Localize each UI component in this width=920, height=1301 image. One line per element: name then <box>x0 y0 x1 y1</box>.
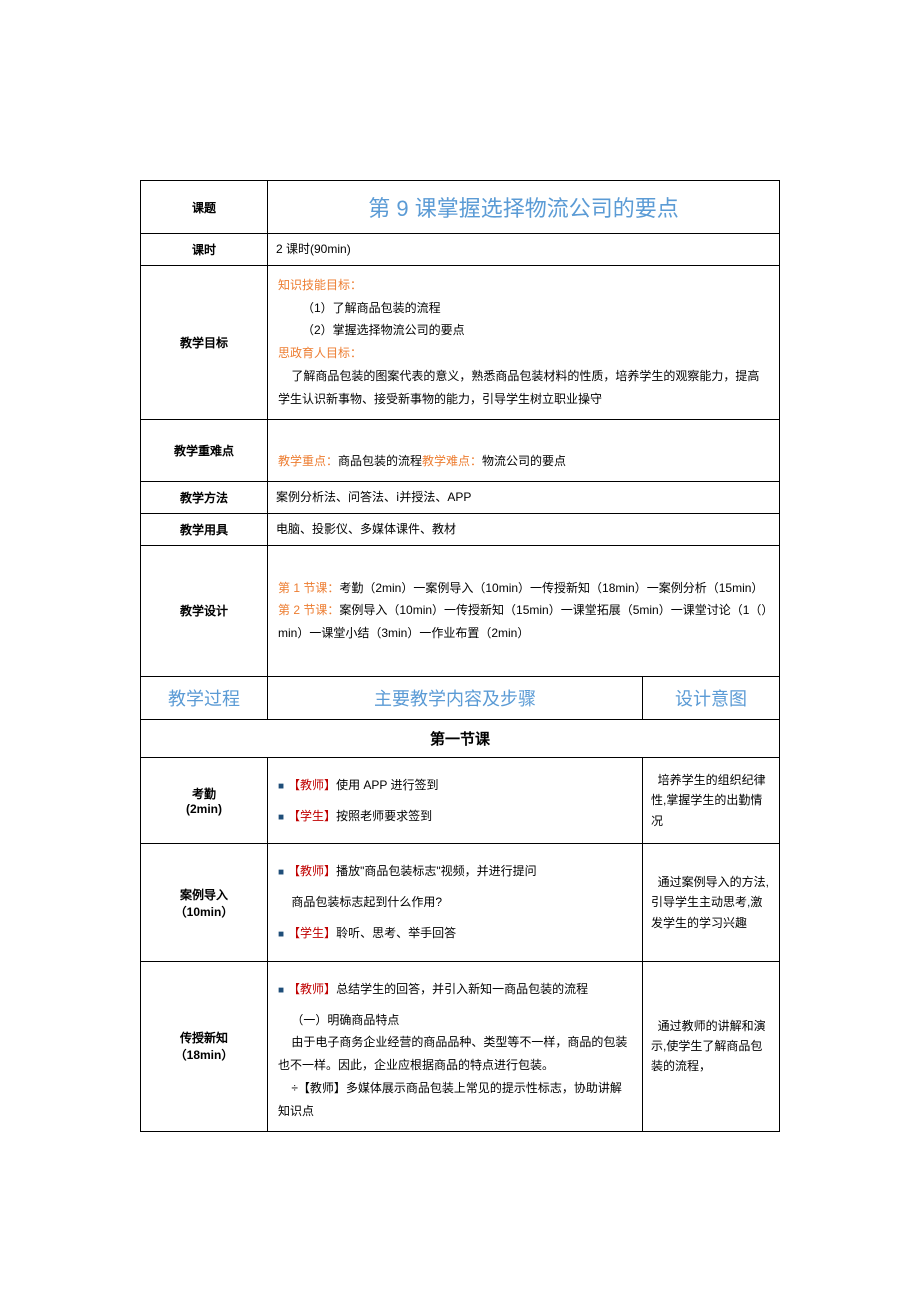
row-title: 课题 第 9 课掌握选择物流公司的要点 <box>141 181 780 234</box>
step2-label-b: （10min） <box>175 905 234 919</box>
label-keypoints: 教学重难点 <box>141 419 268 482</box>
label-duration: 课时 <box>141 234 268 266</box>
step3-label-a: 传授新知 <box>180 1031 228 1045</box>
step1-design: 培养学生的组织纪律性,掌握学生的出勤情况 <box>643 757 780 844</box>
label-design: 教学设计 <box>141 545 268 676</box>
step1-label-b: (2min) <box>186 802 222 816</box>
bullet-icon: ■ <box>278 925 284 944</box>
design-content: 第 1 节课：考勤（2min）一案例导入（10min）一传授新知（18min）一… <box>268 545 780 676</box>
objectives-p3: 了解商品包装的图案代表的意义，熟悉商品包装材料的性质，培养学生的观察能力，提高学… <box>278 369 759 406</box>
row-design: 教学设计 第 1 节课：考勤（2min）一案例导入（10min）一传授新知（18… <box>141 545 780 676</box>
step3-design-text: 通过教师的讲解和演示,使学生了解商品包装的流程， <box>651 1019 766 1074</box>
step1-label-a: 考勤 <box>192 787 216 801</box>
step1-student-text: 按照老师要求签到 <box>336 809 432 823</box>
design-l2a: 第 2 节课： <box>278 603 339 617</box>
step1-teacher-text: 使用 APP 进行签到 <box>336 778 438 792</box>
kp-p2: 物流公司的要点 <box>482 454 566 468</box>
row-step1: 考勤 (2min) ■ 【教师】使用 APP 进行签到 ■ 【学生】按照老师要求签到… <box>141 757 780 844</box>
step1-design-text: 培养学生的组织纪律性,掌握学生的出勤情况 <box>651 773 766 828</box>
step3-teacher2-text: ÷【教师】多媒体展示商品包装上常见的提示性标志，协助讲解知识点 <box>278 1081 622 1118</box>
step2-content: ■ 【教师】播放"商品包装标志"视频，并进行提问 商品包装标志起到什么作用? ■ 【… <box>268 844 643 961</box>
label-tools: 教学用具 <box>141 513 268 545</box>
bullet-icon: ■ <box>278 863 284 882</box>
duration-value: 2 课时(90min) <box>268 234 780 266</box>
step2-student-text: 聆听、思考、举手回答 <box>336 926 456 940</box>
kp-p1: 商品包装的流程 <box>338 454 422 468</box>
step2-teacher-label: 【教师】 <box>288 864 336 878</box>
step2-teacher-text: 播放"商品包装标志"视频，并进行提问 <box>336 864 537 878</box>
sect-c2: 主要教学内容及步骤 <box>268 676 643 719</box>
label-topic: 课题 <box>141 181 268 234</box>
row-lesson1-header: 第一节课 <box>141 719 780 757</box>
objectives-h2: 思政育人目标： <box>278 346 362 360</box>
row-methods: 教学方法 案例分析法、问答法、ⅰ并授法、APP <box>141 482 780 514</box>
design-l2b: 案例导入（10min）一传授新知（15min）一课堂拓展（5min）一课堂讨论（… <box>278 603 767 640</box>
objectives-h1: 知识技能目标： <box>278 278 362 292</box>
row-objectives: 教学目标 知识技能目标： （1）了解商品包装的流程 （2）掌握选择物流公司的要点… <box>141 265 780 419</box>
lesson-plan-table: 课题 第 9 课掌握选择物流公司的要点 课时 2 课时(90min) 教学目标 … <box>140 180 780 1132</box>
step2-student-label: 【学生】 <box>288 926 336 940</box>
sect-c1: 教学过程 <box>141 676 268 719</box>
design-l1b: 考勤（2min）一案例导入（10min）一传授新知（18min）一案例分析（15… <box>339 581 763 595</box>
objectives-content: 知识技能目标： （1）了解商品包装的流程 （2）掌握选择物流公司的要点 思政育人… <box>268 265 780 419</box>
step2-question: 商品包装标志起到什么作用? <box>291 895 442 909</box>
step1-student-label: 【学生】 <box>288 809 336 823</box>
step1-teacher-label: 【教师】 <box>288 778 336 792</box>
step3-label: 传授新知 （18min） <box>141 961 268 1131</box>
label-objectives: 教学目标 <box>141 265 268 419</box>
row-section-header: 教学过程 主要教学内容及步骤 设计意图 <box>141 676 780 719</box>
kp-h1: 教学重点： <box>278 454 338 468</box>
keypoints-content: 教学重点：商品包装的流程教学难点：物流公司的要点 <box>268 419 780 482</box>
step1-label: 考勤 (2min) <box>141 757 268 844</box>
step3-content: ■ 【教师】总结学生的回答，并引入新知一商品包装的流程 （一）明确商品特点 由于电… <box>268 961 643 1131</box>
lesson-title: 第 9 课掌握选择物流公司的要点 <box>268 181 780 234</box>
row-step3: 传授新知 （18min） ■ 【教师】总结学生的回答，并引入新知一商品包装的流程 … <box>141 961 780 1131</box>
bullet-icon: ■ <box>278 808 284 827</box>
label-methods: 教学方法 <box>141 482 268 514</box>
lesson1-title: 第一节课 <box>141 719 780 757</box>
row-step2: 案例导入 （10min） ■ 【教师】播放"商品包装标志"视频，并进行提问 商品包… <box>141 844 780 961</box>
step2-label-a: 案例导入 <box>180 888 228 902</box>
row-duration: 课时 2 课时(90min) <box>141 234 780 266</box>
objectives-p2: （2）掌握选择物流公司的要点 <box>278 319 465 342</box>
lesson-plan-document: 课题 第 9 课掌握选择物流公司的要点 课时 2 课时(90min) 教学目标 … <box>0 0 920 1132</box>
step2-design-text: 通过案例导入的方法,引导学生主动思考,激发学生的学习兴趣 <box>651 875 769 930</box>
step3-design: 通过教师的讲解和演示,使学生了解商品包装的流程， <box>643 961 780 1131</box>
kp-h2: 教学难点： <box>422 454 482 468</box>
step2-label: 案例导入 （10min） <box>141 844 268 961</box>
step3-teacher-text: 总结学生的回答，并引入新知一商品包装的流程 <box>336 982 588 996</box>
design-l1a: 第 1 节课： <box>278 581 339 595</box>
step1-content: ■ 【教师】使用 APP 进行签到 ■ 【学生】按照老师要求签到 <box>268 757 643 844</box>
bullet-icon: ■ <box>278 981 284 1000</box>
sect-c3: 设计意图 <box>643 676 780 719</box>
objectives-p1: （1）了解商品包装的流程 <box>278 297 441 320</box>
bullet-icon: ■ <box>278 777 284 796</box>
step3-teacher-label: 【教师】 <box>288 982 336 996</box>
methods-value: 案例分析法、问答法、ⅰ并授法、APP <box>268 482 780 514</box>
step3-label-b: （18min） <box>175 1048 234 1062</box>
row-keypoints: 教学重难点 教学重点：商品包装的流程教学难点：物流公司的要点 <box>141 419 780 482</box>
step2-design: 通过案例导入的方法,引导学生主动思考,激发学生的学习兴趣 <box>643 844 780 961</box>
tools-value: 电脑、投影仪、多媒体课件、教材 <box>268 513 780 545</box>
row-tools: 教学用具 电脑、投影仪、多媒体课件、教材 <box>141 513 780 545</box>
step3-body1: 由于电子商务企业经营的商品品种、类型等不一样，商品的包装也不一样。因此，企业应根… <box>278 1035 627 1072</box>
step3-sub1: （一）明确商品特点 <box>291 1013 399 1027</box>
